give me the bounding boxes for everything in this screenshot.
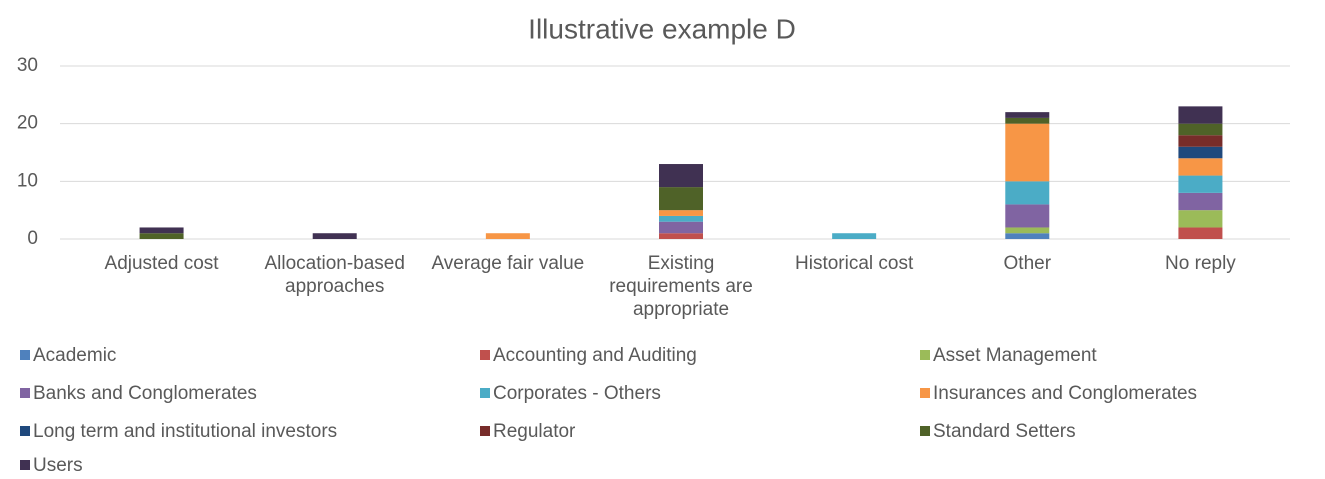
legend-swatch (20, 388, 30, 398)
legend-swatch (920, 426, 930, 436)
bar-segment (1005, 117, 1050, 124)
legend-item: Accounting and Auditing (480, 345, 697, 367)
y-tick-label: 30 (17, 55, 38, 76)
x-tick-label: Other (1003, 253, 1052, 274)
legend-item: Asset Management (920, 345, 1097, 367)
legend-item: Users (20, 455, 83, 477)
legend-swatch (20, 426, 30, 436)
bar-segment (1178, 175, 1223, 193)
x-tick-label: Existing requirements are appropriate (609, 253, 753, 320)
bar-segment (139, 227, 184, 234)
bar-segment (312, 233, 357, 239)
x-tick-label: No reply (1165, 253, 1236, 274)
y-tick-label: 0 (27, 228, 38, 249)
legend-item: Standard Setters (920, 421, 1076, 443)
x-tick-label: Historical cost (795, 253, 914, 274)
x-tick-label: Average fair value (431, 253, 585, 274)
legend-label: Regulator (493, 421, 576, 442)
legend-swatch (480, 388, 490, 398)
legend-label: Asset Management (933, 345, 1097, 366)
legend-swatch (480, 350, 490, 360)
bar-segment (832, 233, 877, 239)
bar-segment (1005, 181, 1050, 205)
bar-segment (1178, 135, 1223, 147)
legend-swatch (920, 350, 930, 360)
legend-item: Banks and Conglomerates (20, 383, 257, 405)
legend-item: Insurances and Conglomerates (920, 383, 1197, 405)
legend-label: Insurances and Conglomerates (933, 383, 1198, 404)
x-tick-label: Adjusted cost (104, 253, 219, 274)
bar-segment (1178, 106, 1223, 124)
legend-swatch (20, 350, 30, 360)
bar-segment (659, 221, 703, 234)
bar-segment (1178, 146, 1223, 159)
legend-item: Long term and institutional investors (20, 421, 337, 443)
legend-label: Users (33, 455, 83, 476)
legend-label: Standard Setters (933, 421, 1076, 442)
legend-swatch (480, 426, 490, 436)
legend-item: Regulator (480, 421, 575, 443)
bar-segment (1005, 233, 1050, 239)
legend-item: Corporates - Others (480, 383, 661, 405)
bar-segment (659, 164, 703, 188)
bar-segment (659, 233, 703, 239)
bar-segment (1178, 192, 1223, 211)
bar-segment (1005, 227, 1050, 234)
bar-segment (659, 210, 703, 216)
bar-segment (1005, 112, 1050, 118)
bar-segment (659, 187, 703, 211)
legend-label: Corporates - Others (493, 383, 661, 404)
legend-label: Banks and Conglomerates (33, 383, 257, 404)
legend-label: Academic (33, 345, 117, 366)
y-tick-label: 10 (17, 170, 38, 191)
bar-segment (1178, 123, 1223, 136)
chart-title: Illustrative example D (528, 13, 796, 44)
bar-segment (1178, 227, 1223, 239)
legend-label: Long term and institutional investors (33, 421, 338, 442)
bar-segment (139, 233, 184, 239)
bar-segment (1178, 210, 1223, 228)
bar-segment (1178, 158, 1223, 176)
legend-item: Academic (20, 345, 116, 367)
legend-label: Accounting and Auditing (493, 345, 697, 366)
legend-swatch (920, 388, 930, 398)
y-tick-label: 20 (17, 113, 38, 134)
x-tick-label: Allocation-based approaches (264, 253, 405, 297)
legend-swatch (20, 460, 30, 470)
bar-segment (485, 233, 530, 239)
bar-segment (1005, 204, 1050, 228)
bar-segment (1005, 123, 1050, 182)
bar-segment (659, 215, 703, 222)
